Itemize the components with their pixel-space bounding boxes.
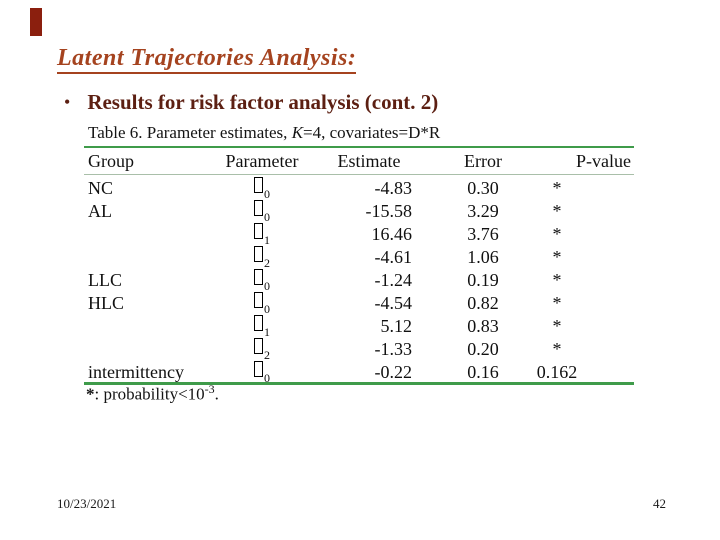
table-row: 1 5.12 0.83 * <box>84 313 634 339</box>
missing-glyph-box <box>254 269 263 285</box>
table-caption: Table 6. Parameter estimates, K=4, covar… <box>88 123 440 143</box>
cell-error: 3.76 <box>467 224 499 244</box>
parameter-subscript: 1 <box>264 325 270 339</box>
footnote-asterisk: * <box>86 384 95 404</box>
header-parameter: Parameter <box>225 150 299 171</box>
caption-suffix: =4, covariates=D*R <box>303 123 441 142</box>
cell-parameter: 0 <box>210 267 314 294</box>
table-row: LLC 0 -1.24 0.19 * <box>84 267 634 293</box>
cell-parameter: 1 <box>210 313 314 340</box>
table-row: HLC 0 -4.54 0.82 * <box>84 290 634 316</box>
parameter-subscript: 0 <box>264 302 270 316</box>
table-header-row: Group Parameter Estimate Error P-value <box>84 148 634 175</box>
cell-estimate: -4.54 <box>374 293 413 313</box>
slide-accent-bar <box>30 8 42 36</box>
cell-error: 0.30 <box>467 178 499 198</box>
cell-pvalue: * <box>552 201 562 221</box>
caption-prefix: Table 6. Parameter estimates, <box>88 123 292 142</box>
cell-estimate: -1.24 <box>374 270 413 290</box>
missing-glyph-box <box>254 361 263 377</box>
slide-title: Latent Trajectories Analysis: <box>57 45 357 74</box>
cell-pvalue: * <box>552 224 562 244</box>
cell-estimate: -1.33 <box>374 339 413 359</box>
cell-pvalue: * <box>552 293 562 313</box>
page-number: 42 <box>653 496 666 511</box>
cell-error: 0.82 <box>467 293 499 313</box>
table-footnote: *: probability<10-3. <box>86 382 219 405</box>
footnote-text: : probability<10 <box>94 384 205 404</box>
cell-group: HLC <box>88 293 124 313</box>
missing-glyph-box <box>254 292 263 308</box>
slide-title-text: Latent Trajectories Analysis: <box>57 45 357 74</box>
cell-group: intermittency <box>88 362 184 382</box>
cell-parameter: 0 <box>210 175 314 202</box>
cell-parameter: 0 <box>210 290 314 317</box>
cell-parameter: 1 <box>210 221 314 248</box>
header-estimate: Estimate <box>337 150 401 171</box>
cell-estimate: 16.46 <box>371 224 413 244</box>
missing-glyph-box <box>254 338 263 354</box>
missing-glyph-box <box>254 177 263 193</box>
missing-glyph-box <box>254 246 263 262</box>
cell-error: 0.16 <box>467 362 499 382</box>
cell-estimate: -4.61 <box>374 247 413 267</box>
cell-estimate: -4.83 <box>374 178 413 198</box>
caption-k-variable: K <box>291 123 304 142</box>
parameter-subscript: 0 <box>264 210 270 224</box>
cell-pvalue: * <box>552 339 562 359</box>
bullet-item: • Results for risk factor analysis (cont… <box>64 89 438 115</box>
table-row: AL 0 -15.58 3.29 * <box>84 198 634 224</box>
table-top-rule <box>84 146 634 148</box>
cell-pvalue: * <box>552 270 562 290</box>
cell-estimate: 5.12 <box>380 316 413 336</box>
cell-group: LLC <box>88 270 122 290</box>
header-group: Group <box>88 150 134 171</box>
bullet-heading: Results for risk factor analysis (cont. … <box>87 90 439 114</box>
missing-glyph-box <box>254 200 263 216</box>
table-row: intermittency 0 -0.22 0.16 0.162 <box>84 359 634 385</box>
parameter-subscript: 0 <box>264 371 270 385</box>
cell-parameter: 0 <box>210 359 314 386</box>
cell-error: 3.29 <box>467 201 499 221</box>
footnote-period: . <box>214 384 219 404</box>
table-bottom-rule <box>84 382 634 385</box>
table-row: 2 -4.61 1.06 * <box>84 244 634 270</box>
cell-pvalue: 0.162 <box>536 362 578 382</box>
parameter-subscript: 1 <box>264 233 270 247</box>
footnote-superscript: -3 <box>204 382 215 396</box>
parameter-subscript: 2 <box>264 348 270 362</box>
cell-estimate: -0.22 <box>374 362 413 382</box>
cell-group: AL <box>88 201 112 221</box>
table-row: 1 16.46 3.76 * <box>84 221 634 247</box>
table-row: 2 -1.33 0.20 * <box>84 336 634 362</box>
cell-error: 1.06 <box>467 247 499 267</box>
cell-group: NC <box>88 178 114 198</box>
cell-pvalue: * <box>552 178 562 198</box>
missing-glyph-box <box>254 223 263 239</box>
cell-parameter: 2 <box>210 336 314 363</box>
header-error: Error <box>464 150 502 171</box>
cell-pvalue: * <box>552 316 562 336</box>
cell-pvalue: * <box>552 247 562 267</box>
cell-estimate: -15.58 <box>365 201 413 221</box>
cell-parameter: 2 <box>210 244 314 271</box>
header-pvalue: P-value <box>576 150 631 171</box>
parameter-subscript: 2 <box>264 256 270 270</box>
cell-error: 0.83 <box>467 316 499 336</box>
parameter-subscript: 0 <box>264 187 270 201</box>
parameter-estimates-table: Group Parameter Estimate Error P-value N… <box>84 146 634 385</box>
cell-parameter: 0 <box>210 198 314 225</box>
parameter-subscript: 0 <box>264 279 270 293</box>
cell-error: 0.19 <box>467 270 499 290</box>
bullet-icon: • <box>64 92 71 112</box>
missing-glyph-box <box>254 315 263 331</box>
cell-error: 0.20 <box>467 339 499 359</box>
slide-date: 10/23/2021 <box>57 496 117 511</box>
table-row: NC 0 -4.83 0.30 * <box>84 175 634 201</box>
